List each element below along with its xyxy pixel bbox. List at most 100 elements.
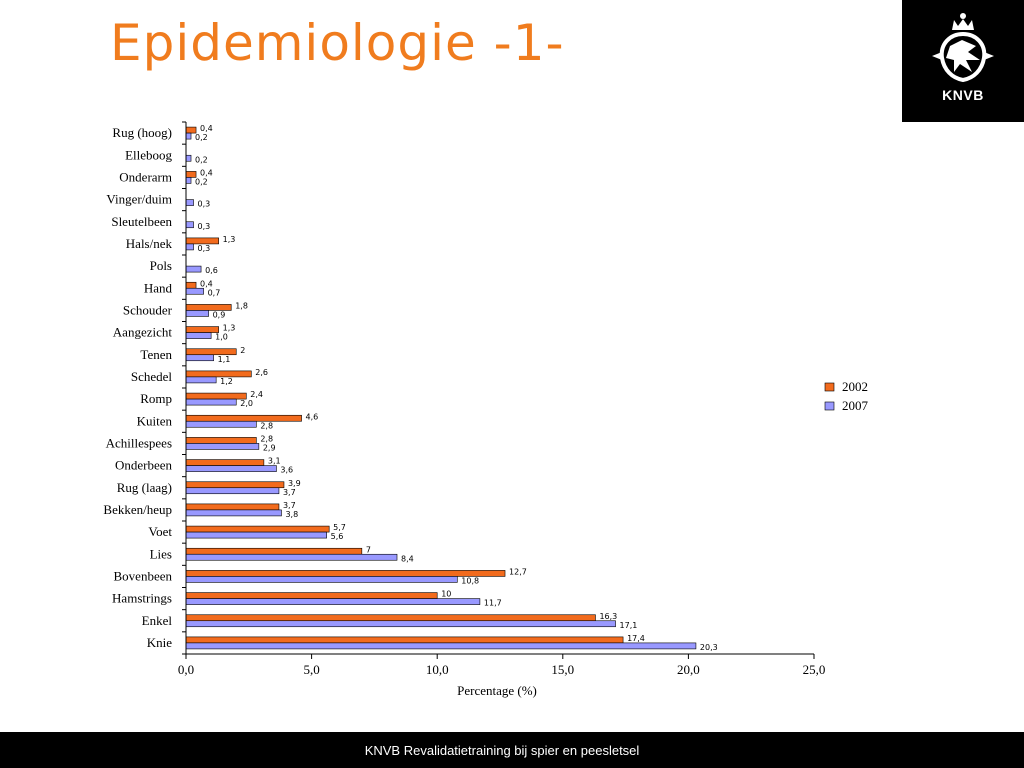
data-label-2002: 1,3 [223,235,236,244]
bar-2007 [185,199,194,206]
bar-2007 [185,531,327,539]
bar-2007 [185,354,214,362]
data-label-2007: 1,2 [220,377,233,386]
footer-bar: KNVB Revalidatietraining bij spier en pe… [0,732,1024,768]
category-label: Elleboog [125,147,172,162]
bar-2002 [185,636,624,644]
category-label: Hamstrings [112,591,172,606]
data-label-2007: 0,6 [205,266,218,275]
data-label-2002: 3,9 [288,479,301,488]
data-label-2002: 17,4 [627,634,645,643]
knvb-logo: KNVB [902,0,1024,122]
legend-label-2007: 2007 [842,398,869,413]
x-tick-label: 20,0 [677,662,700,677]
data-label-2002: 3,7 [283,501,296,510]
bar-2007 [185,287,204,295]
category-label: Rug (laag) [117,480,172,495]
category-label: Schedel [131,369,173,384]
category-label: Achillespees [106,435,172,450]
data-label-2007: 3,6 [280,466,293,475]
bar-2007 [185,154,192,162]
category-label: Schouder [123,302,173,317]
data-label-2007: 0,9 [213,310,226,319]
category-label: Hand [144,280,173,295]
data-label-2007: 1,1 [218,355,231,364]
x-tick-label: 15,0 [551,662,574,677]
category-label: Sleutelbeen [111,214,172,229]
x-tick-label: 25,0 [803,662,826,677]
data-label-2002: 2,8 [260,434,273,443]
data-label-2007: 17,1 [620,621,638,630]
bar-2002 [185,281,197,289]
x-tick-label: 10,0 [426,662,449,677]
data-label-2007: 11,7 [484,599,502,608]
category-label: Onderbeen [115,458,173,473]
bar-2007 [185,177,192,184]
data-label-2007: 0,2 [195,155,208,164]
bar-2007 [185,243,194,251]
category-label: Aangezicht [113,325,173,340]
logo-text: KNVB [942,87,984,103]
bar-2007 [185,553,398,561]
category-label: Bovenbeen [114,568,173,583]
bar-2002 [185,370,252,378]
data-label-2007: 10,8 [461,576,479,585]
x-axis-title: Percentage (%) [457,683,537,698]
data-label-2002: 5,7 [333,523,346,532]
data-label-2002: 2,6 [255,368,268,377]
data-label-2007: 3,7 [283,488,296,497]
data-label-2002: 10 [441,590,451,599]
data-label-2007: 20,3 [700,643,718,652]
category-label: Vinger/duim [106,192,172,207]
data-label-2007: 0,3 [198,244,211,253]
bar-2002 [185,326,219,333]
bar-2002 [185,481,285,489]
bar-2007 [185,620,616,628]
category-label: Enkel [142,613,173,628]
data-label-2007: 0,2 [195,177,208,186]
legend-swatch-2002 [824,382,835,392]
data-label-2002: 4,6 [306,412,319,421]
bar-2007 [185,465,277,472]
bar-2007 [185,332,212,339]
bar-2002 [185,414,302,422]
bar-2007 [185,509,282,517]
lion-crown-icon [932,13,994,83]
bar-2002 [185,570,506,577]
bar-2007 [185,576,458,583]
data-label-2002: 0,4 [200,279,213,288]
bar-2007 [185,487,280,495]
slide-title: Epidemiologie -1- [110,14,565,72]
data-label-2007: 0,3 [198,200,211,209]
data-label-2002: 0,4 [200,124,213,133]
bar-2002 [185,525,330,533]
category-label: Pols [150,258,172,273]
bar-2007 [185,310,209,317]
legend-label-2002: 2002 [842,379,868,394]
category-label: Bekken/heup [103,502,172,517]
bar-2002 [185,614,596,622]
data-label-2002: 7 [366,545,371,554]
data-label-2007: 3,8 [285,510,298,519]
category-label: Rug (hoog) [112,125,172,140]
bar-2002 [185,592,438,599]
bar-chart: 0,40,20,20,40,20,30,31,30,30,60,40,71,80… [103,121,869,698]
x-tick-label: 0,0 [178,662,194,677]
bar-2007 [185,642,697,650]
category-label: Knie [147,635,173,650]
bar-2007 [185,420,257,428]
data-label-2002: 16,3 [599,612,617,621]
category-label: Lies [150,546,172,561]
footer-text: KNVB Revalidatietraining bij spier en pe… [364,742,640,758]
bar-2002 [185,437,257,444]
data-label-2007: 5,6 [331,532,344,541]
data-label-2007: 2,0 [240,399,253,408]
bar-2007 [185,398,237,406]
category-label: Onderarm [119,169,172,184]
category-label: Hals/nek [126,236,173,251]
bar-2002 [185,503,280,511]
data-label-2007: 0,2 [195,133,208,142]
data-label-2007: 0,3 [198,222,211,231]
x-tick-label: 5,0 [303,662,319,677]
bar-2007 [185,265,202,273]
